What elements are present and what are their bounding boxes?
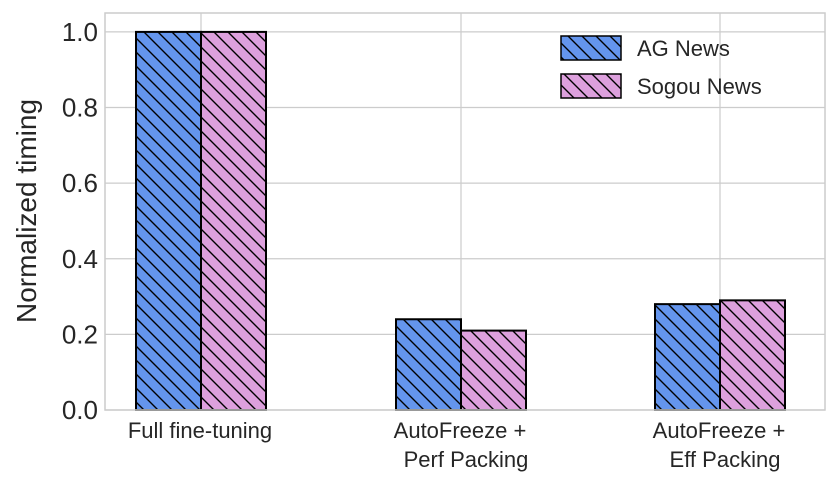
bar-1-2 [719,299,786,412]
x-category-label-line: Full fine-tuning [128,418,272,443]
y-tick-label: 0.0 [62,395,98,425]
x-category-label-line: Perf Packing [404,447,529,472]
bar-1-0 [200,30,267,412]
y-tick-label: 0.8 [62,93,98,123]
legend-swatch-1 [560,73,622,99]
x-category-label: AutoFreeze + Perf Packing [394,418,529,472]
y-axis-title: Normalized timing [11,99,42,323]
x-category-label: AutoFreeze + Eff Packing [653,418,786,472]
bar-0-0 [135,30,202,412]
x-category-labels: Full fine-tuning AutoFreeze + Perf Packing… [128,418,786,472]
x-category-label-line: AutoFreeze + [394,418,527,443]
y-tick-label: 0.4 [62,244,98,274]
x-category-label-line: AutoFreeze + [653,418,786,443]
legend-label: AG News [637,36,730,61]
bar-0-1 [395,318,462,411]
plot-frame [104,12,826,411]
bar-0-2 [654,303,721,411]
bar-1-1 [460,329,527,412]
legend: AG News Sogou News [560,35,762,99]
y-tick-label: 0.2 [62,319,98,349]
legend-swatch-0 [560,35,622,61]
y-tick-label: 0.6 [62,168,98,198]
legend-label: Sogou News [637,74,762,99]
x-category-label-line: Eff Packing [670,447,781,472]
bars [135,30,786,412]
y-tick-label: 1.0 [62,17,98,47]
y-tick-labels: 0.0 0.2 0.4 0.6 0.8 1.0 [62,17,98,425]
x-category-label: Full fine-tuning [128,418,272,443]
